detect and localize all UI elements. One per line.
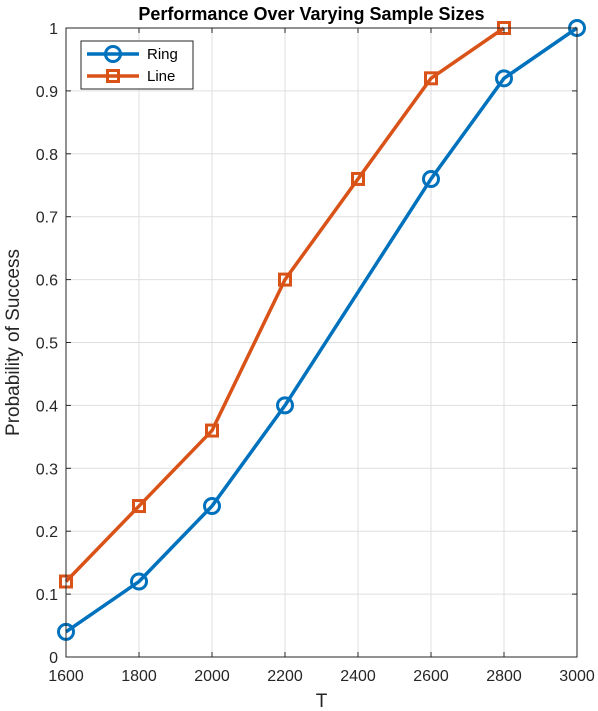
y-tick-label: 0.8 xyxy=(36,147,58,164)
x-tick-label: 1600 xyxy=(48,668,84,685)
x-tick-label: 2200 xyxy=(267,668,303,685)
data-point-line xyxy=(351,171,365,186)
y-tick-label: 0.1 xyxy=(36,587,58,604)
y-tick-label: 0.4 xyxy=(36,398,58,415)
legend-box xyxy=(80,40,194,90)
legend-swatch-marker xyxy=(104,45,122,63)
data-point-line xyxy=(132,499,146,514)
y-tick-label: 0.6 xyxy=(36,273,58,290)
legend-label: Line xyxy=(147,68,175,85)
chart-title: Performance Over Varying Sample Sizes xyxy=(138,4,484,24)
series-line-ring xyxy=(65,26,578,634)
y-axis-label: Probability of Success xyxy=(3,249,24,436)
data-point-line xyxy=(424,71,438,86)
legend-item-ring: Ring xyxy=(87,45,178,63)
x-tick-label: 1800 xyxy=(121,668,157,685)
series-ring xyxy=(57,19,586,641)
y-tick-label: 0.7 xyxy=(36,210,58,227)
x-tick-label: 2400 xyxy=(340,668,376,685)
x-tick-label: 2800 xyxy=(486,668,522,685)
series-line-line xyxy=(64,26,505,583)
y-tick-label: 0.2 xyxy=(36,524,58,541)
data-point-ring xyxy=(422,169,440,188)
grid xyxy=(65,27,578,658)
y-tick-label: 0.5 xyxy=(36,336,58,353)
legend: Ring Line xyxy=(80,40,194,90)
x-axis-label: T xyxy=(316,691,328,711)
legend-item-line: Line xyxy=(87,68,175,85)
legend-label: Ring xyxy=(147,46,178,63)
data-point-line xyxy=(205,423,219,438)
y-tick-label: 0.9 xyxy=(36,84,58,101)
x-tick-label: 3000 xyxy=(559,668,595,685)
x-tick-label: 2000 xyxy=(194,668,230,685)
y-tick-label: 0.3 xyxy=(36,461,58,478)
data-point-line xyxy=(278,272,292,287)
legend-swatch-marker xyxy=(106,69,120,83)
data-point-ring xyxy=(495,69,513,88)
x-tick-label: 2600 xyxy=(413,668,449,685)
data-point-ring xyxy=(130,572,148,591)
y-tick-label: 0 xyxy=(49,650,58,667)
axis-ticks: 1600 1800 2000 2200 2400 2600 2800 3000 0 0.1 0.2 0… xyxy=(36,21,595,685)
y-tick-label: 1 xyxy=(49,21,58,38)
data-point-ring xyxy=(276,396,294,415)
data-point-ring xyxy=(203,497,221,516)
